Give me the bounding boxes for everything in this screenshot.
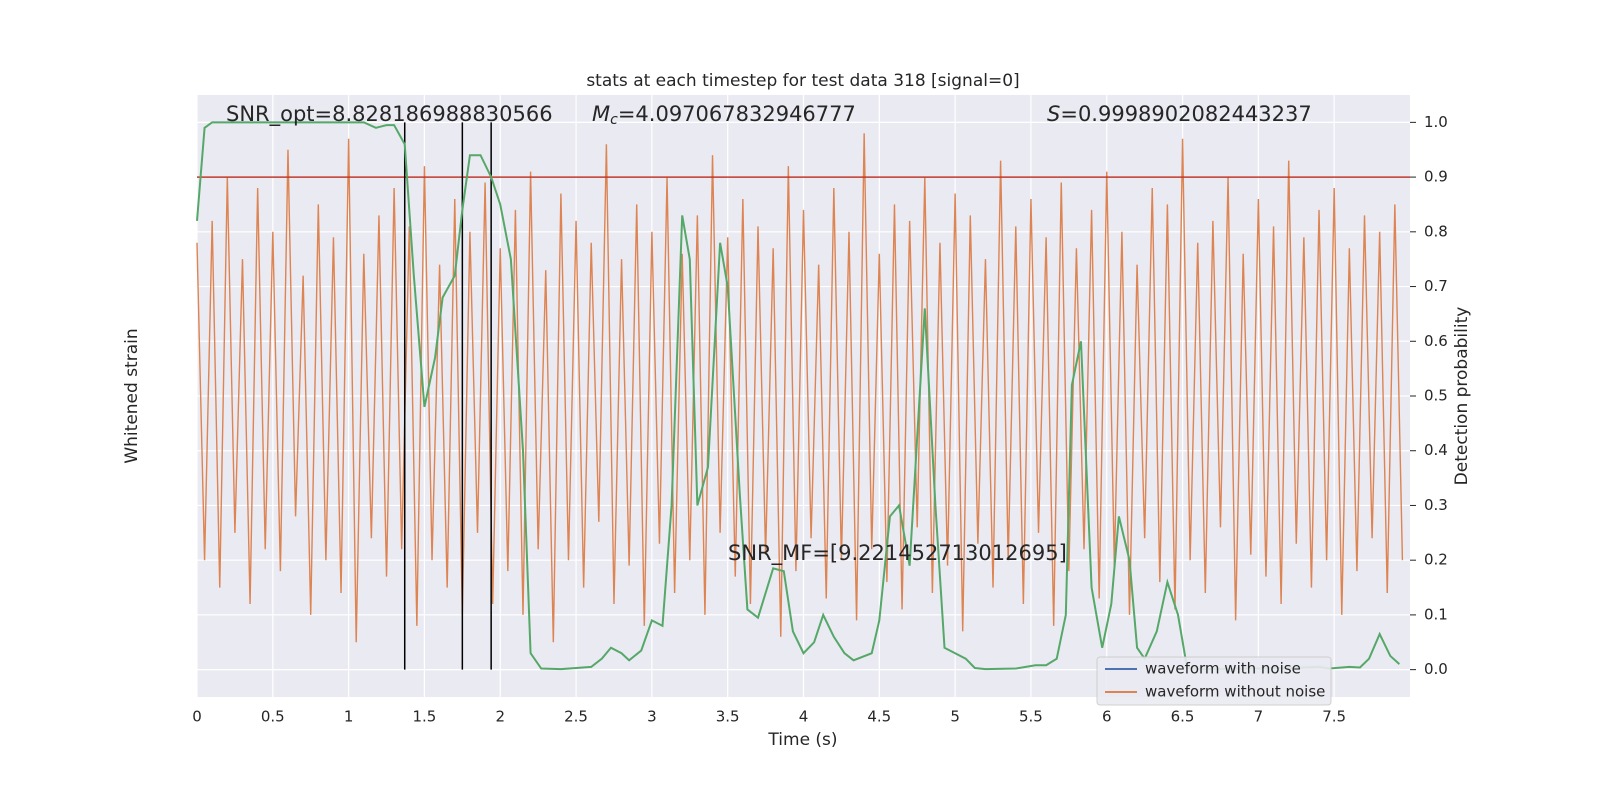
- y2-tick-label: 0.9: [1424, 168, 1448, 186]
- y2-tick-label: 0.7: [1424, 277, 1448, 295]
- annotation-symbol: S: [1047, 102, 1060, 126]
- annotation-subscript: c: [610, 112, 618, 128]
- x-tick-label: 1.5: [413, 708, 437, 726]
- y2-tick-label: 0.6: [1424, 332, 1448, 350]
- x-tick-label: 4.5: [867, 708, 891, 726]
- y2-tick-label: 0.5: [1424, 387, 1448, 405]
- x-tick-label: 6: [1102, 708, 1112, 726]
- legend-box: [1096, 656, 1332, 706]
- series-line: [196, 121, 1401, 671]
- legend-label: waveform without noise: [1145, 683, 1325, 701]
- x-tick-label: 6.5: [1171, 708, 1195, 726]
- y-axis-label: Whitened strain: [122, 328, 142, 463]
- x-tick-label: 7.5: [1322, 708, 1346, 726]
- x-tick-label: 0: [192, 708, 202, 726]
- x-tick-label: 4: [799, 708, 809, 726]
- chart-title: stats at each timestep for test data 318…: [586, 71, 1019, 91]
- x-tick-label: 5.5: [1019, 708, 1043, 726]
- x-tick-label: 0.5: [261, 708, 285, 726]
- y2-tick-label: 0.4: [1424, 441, 1448, 459]
- legend: waveform with noise waveform without nois…: [1096, 656, 1332, 706]
- x-tick-label: 5: [950, 708, 960, 726]
- annotation: S=0.9998902082443237: [1047, 102, 1312, 126]
- x-tick-label: 2: [495, 708, 505, 726]
- annotation-text: =4.097067832946777: [618, 102, 856, 126]
- series-line: [196, 133, 1404, 643]
- legend-label: waveform with noise: [1145, 660, 1301, 678]
- annotation-text: =0.9998902082443237: [1060, 102, 1311, 126]
- y2-tick-label: 0.3: [1424, 496, 1448, 514]
- x-axis-label: Time (s): [767, 730, 837, 750]
- y2-tick-label: 0.1: [1424, 605, 1448, 623]
- x-tick-label: 3.5: [716, 708, 740, 726]
- x-tick-label: 1: [344, 708, 354, 726]
- annotation-symbol: M: [592, 102, 610, 126]
- y2-tick-label: 0.0: [1424, 660, 1448, 678]
- y2-tick-label: 0.2: [1424, 551, 1448, 569]
- y2-tick-label: 0.8: [1424, 222, 1448, 240]
- y2-axis-label: Detection probability: [1452, 307, 1472, 486]
- annotation: SNR_opt=8.828186988830566: [226, 102, 553, 127]
- annotation: Mc=4.097067832946777: [592, 102, 856, 128]
- x-tick-label: 7: [1254, 708, 1264, 726]
- x-tick-label: 2.5: [564, 708, 588, 726]
- marks: [196, 121, 1410, 671]
- annotation: SNR_MF=[9.221452713012695]: [728, 541, 1067, 566]
- y2-tick-label: 1.0: [1424, 113, 1448, 131]
- x-tick-label: 3: [647, 708, 657, 726]
